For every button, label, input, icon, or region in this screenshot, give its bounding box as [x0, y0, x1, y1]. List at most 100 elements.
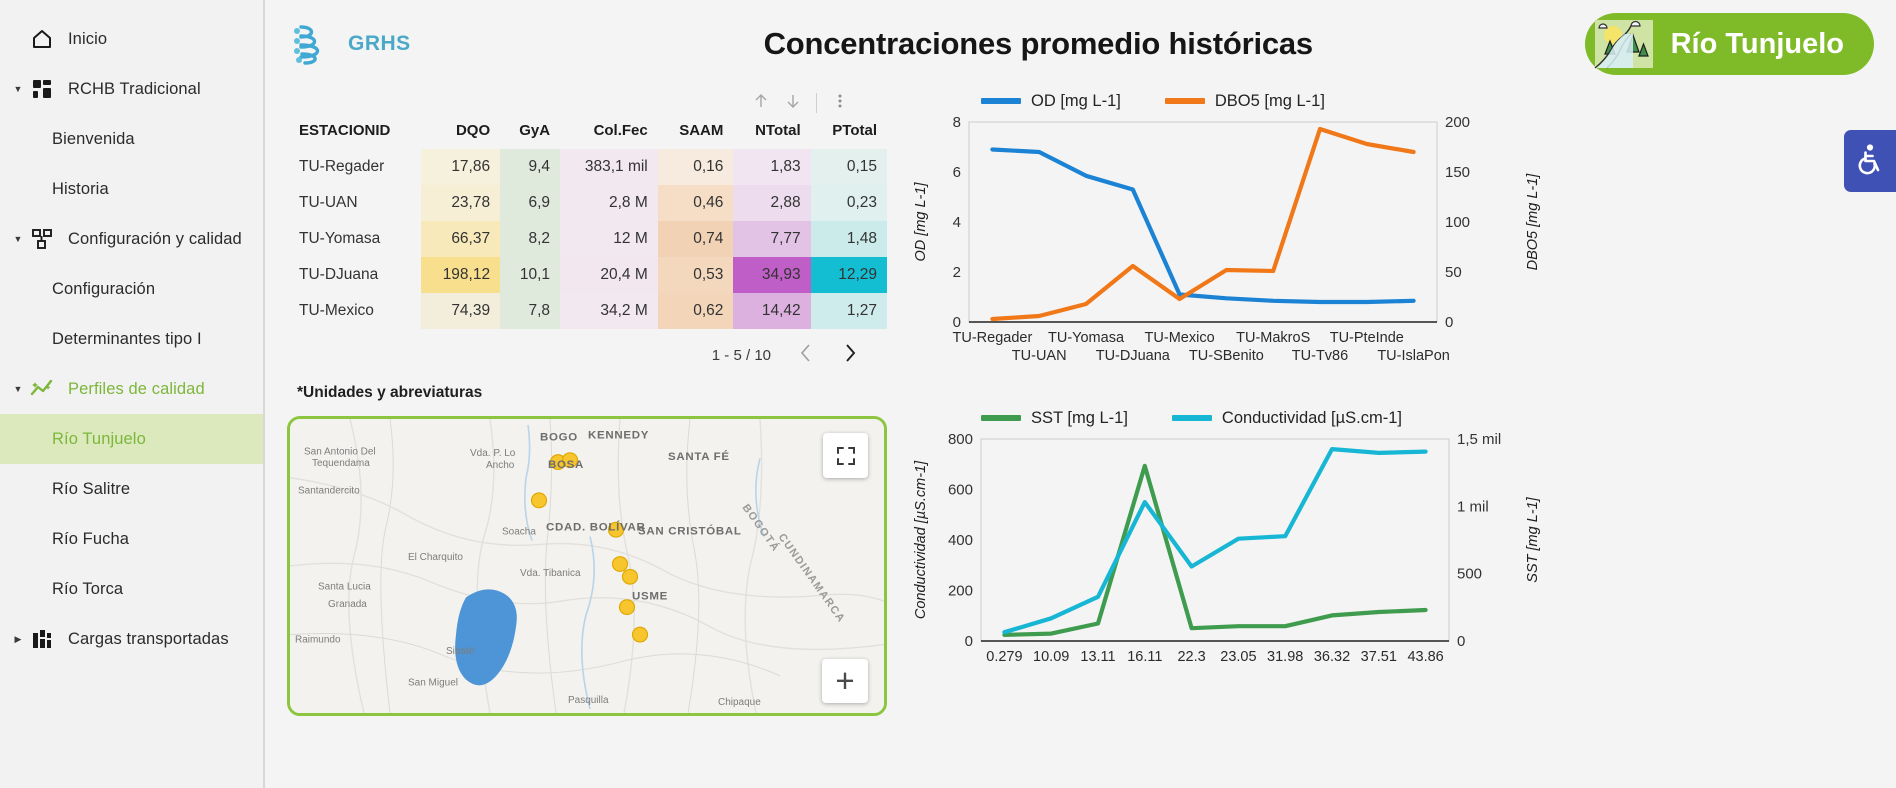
pagination-range: 1 - 5 / 10 — [711, 346, 771, 364]
map-label: Sibaté — [446, 646, 475, 657]
map-label: Soacha — [502, 527, 536, 538]
chevron-down-icon[interactable]: ▼ — [13, 233, 23, 244]
cell-gya: 6,9 — [500, 185, 561, 221]
chevron-left-icon[interactable] — [797, 342, 815, 368]
x-axis-tick: TU-MakroS — [1236, 330, 1310, 346]
map-label: Santandercito — [298, 486, 360, 497]
accessibility-button[interactable] — [1844, 130, 1896, 192]
map-marker[interactable] — [621, 568, 639, 585]
sidebar-item-configuración[interactable]: Configuración — [0, 264, 263, 314]
x-axis-tick: 31.98 — [1267, 649, 1303, 665]
map-label: BOSA — [548, 459, 584, 471]
map-label: SANTA FÉ — [668, 450, 730, 463]
y2-axis-tick: 150 — [1445, 164, 1470, 181]
brand: GRHS — [287, 17, 502, 71]
stations-table: ESTACIONID DQO GyA Col.Fec SAAM NTotal PTotal … — [287, 118, 887, 329]
column-header-dqo[interactable]: DQO — [455, 122, 491, 139]
map-marker[interactable] — [561, 452, 579, 469]
legend-item[interactable]: DBO5 [mg L-1] — [1164, 92, 1325, 111]
cell-gya: 9,4 — [500, 149, 561, 185]
x-axis-tick: TU-DJuana — [1096, 348, 1171, 364]
y2-axis-title: SST [mg L-1] — [1525, 496, 1541, 582]
sidebar-item-cargas-transportadas[interactable]: ▶ Cargas transportadas — [0, 614, 263, 664]
sidebar-item-río-fucha[interactable]: Río Fucha — [0, 514, 263, 564]
table-row[interactable]: TU-Yomasa 66,37 8,2 12 M 0,74 7,77 1,48 — [287, 221, 887, 257]
y2-axis-tick: 100 — [1445, 214, 1470, 231]
y2-axis-tick: 0 — [1445, 314, 1453, 331]
cell-estacionid: TU-UAN — [299, 194, 358, 211]
legend-item[interactable]: SST [mg L-1] — [981, 409, 1128, 428]
table-row[interactable]: TU-UAN 23,78 6,9 2,8 M 0,46 2,88 0,23 — [287, 185, 887, 221]
map-card[interactable]: San Antonio Del Tequendama Santandercito El… — [287, 416, 887, 716]
cell-ntotal: 2,88 — [733, 185, 811, 221]
trend-sparkle-icon — [26, 378, 58, 400]
column-header-estacionid[interactable]: ESTACIONID — [299, 122, 391, 139]
sidebar-item-determinantes-tipo-i[interactable]: Determinantes tipo I — [0, 314, 263, 364]
map-marker[interactable] — [611, 556, 629, 572]
cell-ptotal: 0,23 — [810, 185, 887, 221]
page-header: GRHS Concentraciones promedio históricas — [265, 0, 1896, 88]
sidebar-item-bienvenida[interactable]: Bienvenida — [0, 114, 263, 164]
sidebar-item-inicio[interactable]: Inicio — [0, 14, 263, 64]
y-axis-tick: 0 — [965, 633, 973, 650]
units-note: *Unidades y abreviaturas — [297, 384, 483, 401]
arrow-down-icon[interactable] — [784, 92, 802, 114]
column-header-ntotal[interactable]: NTotal — [755, 122, 801, 139]
sidebar-item-río-torca[interactable]: Río Torca — [0, 564, 263, 614]
legend-item[interactable]: Conductividad [µS.cm-1] — [1171, 409, 1402, 428]
table-row[interactable]: TU-Mexico 74,39 7,8 34,2 M 0,62 14,42 1,27 — [287, 293, 887, 329]
column-header-gya[interactable]: GyA — [519, 122, 551, 139]
map-canvas — [290, 419, 884, 713]
content-area: ESTACIONID DQO GyA Col.Fec SAAM NTotal PTotal … — [265, 88, 1896, 716]
map-label: Vda. Tibanica — [520, 568, 581, 579]
y-axis-tick: 8 — [953, 114, 961, 131]
map-label: Raimundo — [295, 635, 341, 646]
sidebar-item-label: Perfiles de calidad — [68, 379, 205, 398]
sidebar-item-río-tunjuelo[interactable]: Río Tunjuelo — [0, 414, 263, 464]
zoom-in-button[interactable]: + — [822, 659, 868, 703]
y-axis-tick: 800 — [948, 431, 973, 448]
table-row[interactable]: TU-DJuana 198,12 10,1 20,4 M 0,53 34,93 12,29 — [287, 257, 887, 293]
column-header-ptotal[interactable]: PTotal — [832, 122, 877, 139]
chevron-right-icon[interactable] — [841, 342, 859, 368]
chevron-down-icon[interactable]: ▼ — [13, 83, 23, 94]
sidebar-item-perfiles-de-calidad[interactable]: ▼ Perfiles de calidad — [0, 364, 263, 414]
sidebar-item-rchb-tradicional[interactable]: ▼ RCHB Tradicional — [0, 64, 263, 114]
sidebar-item-configuración-y-calidad[interactable]: ▼ Configuración y calidad — [0, 214, 263, 264]
sidebar-item-label: Bienvenida — [52, 129, 135, 148]
map-label: SAN CRISTÓBAL — [638, 525, 742, 538]
cell-ptotal: 12,29 — [810, 257, 887, 293]
table-body: TU-Regader 17,86 9,4 383,1 mil 0,16 1,83 0,15 T… — [287, 149, 887, 329]
river-badge[interactable]: Río Tunjuelo — [1584, 13, 1874, 75]
legend-item[interactable]: OD [mg L-1] — [981, 92, 1121, 111]
map-label: Pasquilla — [568, 695, 609, 706]
table-row[interactable]: TU-Regader 17,86 9,4 383,1 mil 0,16 1,83 0,15 — [287, 149, 887, 185]
column-header-colfec[interactable]: Col.Fec — [593, 122, 648, 139]
sidebar-item-río-salitre[interactable]: Río Salitre — [0, 464, 263, 514]
cell-saam: 0,53 — [657, 257, 734, 293]
sidebar-item-historia[interactable]: Historia — [0, 164, 263, 214]
y-axis-tick: 600 — [948, 482, 973, 499]
right-column: OD [mg L-1] DBO5 [mg L-1] 0 2 4 6 8 0 50 100 150 2… — [909, 88, 1874, 716]
y2-axis-tick: 200 — [1445, 114, 1470, 131]
fullscreen-icon[interactable] — [823, 433, 868, 478]
sidebar: Inicio ▼ RCHB Tradicional Bienvenida Histori… — [0, 0, 265, 788]
arrow-up-icon[interactable] — [752, 92, 770, 114]
chevron-down-icon[interactable]: ▼ — [13, 383, 23, 394]
map-marker[interactable] — [631, 626, 649, 643]
chevron-right-icon[interactable]: ▶ — [14, 633, 22, 644]
column-header-saam[interactable]: SAAM — [679, 122, 724, 139]
map-label: CDAD. BOLÍVAR — [546, 521, 646, 534]
map-marker[interactable] — [530, 492, 548, 509]
y-axis-tick: 0 — [953, 314, 961, 331]
map-label: San Miguel — [408, 678, 458, 689]
cell-dqo: 17,86 — [420, 149, 501, 185]
cell-ptotal: 1,27 — [810, 293, 887, 329]
legend-label: OD [mg L-1] — [1031, 91, 1121, 110]
toolbar-divider — [816, 93, 817, 113]
map-marker[interactable] — [607, 521, 625, 538]
y2-axis-tick: 500 — [1457, 566, 1482, 583]
cell-colfec: 12 M — [560, 221, 658, 257]
map-marker[interactable] — [618, 599, 636, 616]
more-vertical-icon[interactable] — [831, 92, 849, 114]
